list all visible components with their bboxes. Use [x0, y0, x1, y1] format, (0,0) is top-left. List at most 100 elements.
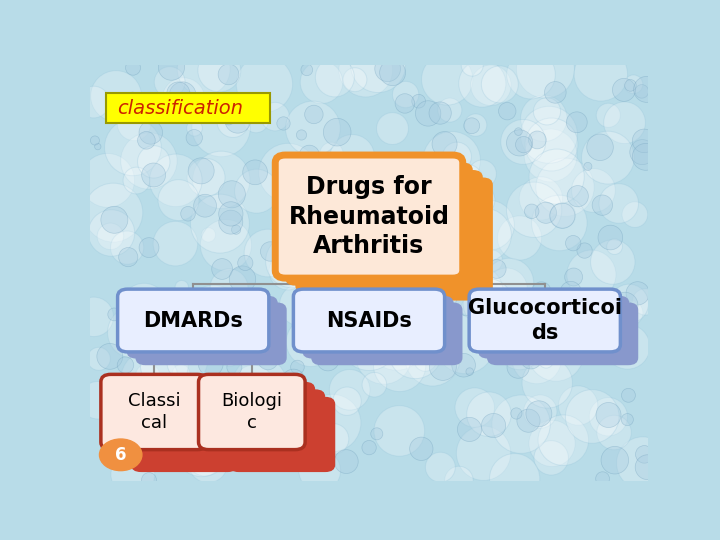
Point: [546, 454, 557, 462]
Text: Drugs for
Rheumatoid
Arthritis: Drugs for Rheumatoid Arthritis: [289, 175, 449, 258]
Point: [104, 352, 115, 361]
Point: [389, 158, 400, 167]
Point: [120, 361, 131, 369]
FancyBboxPatch shape: [469, 289, 621, 352]
Point: [138, 316, 149, 325]
Point: [137, 303, 148, 312]
Point: [483, 410, 495, 418]
Point: [220, 241, 232, 249]
Point: [208, 309, 220, 318]
Text: DMARDs: DMARDs: [143, 310, 243, 330]
Point: [251, 187, 262, 195]
Point: [140, 136, 152, 145]
Point: [394, 427, 405, 435]
Point: [510, 409, 522, 418]
Point: [104, 232, 116, 241]
Point: [198, 65, 210, 73]
FancyBboxPatch shape: [131, 397, 238, 472]
Point: [215, 123, 227, 132]
Point: [466, 122, 477, 130]
Point: [391, 337, 402, 346]
Point: [189, 124, 200, 132]
Point: [640, 152, 652, 161]
Point: [424, 231, 436, 240]
Point: [608, 428, 620, 437]
Point: [435, 463, 446, 471]
Point: [437, 362, 449, 371]
Point: [441, 221, 452, 230]
Point: [485, 81, 497, 90]
Point: [127, 328, 139, 337]
Point: [200, 173, 212, 182]
Point: [546, 140, 557, 149]
Point: [415, 444, 427, 453]
Point: [168, 301, 180, 310]
Point: [173, 196, 184, 205]
Point: [322, 355, 333, 364]
Point: [112, 396, 124, 404]
Point: [380, 318, 392, 326]
FancyBboxPatch shape: [135, 302, 287, 365]
Point: [371, 429, 382, 438]
Point: [518, 140, 529, 149]
Point: [377, 255, 389, 264]
Point: [538, 114, 549, 123]
Point: [442, 185, 454, 194]
Point: [457, 255, 469, 264]
Point: [208, 383, 220, 392]
Point: [307, 124, 319, 133]
Point: [342, 327, 354, 335]
Point: [543, 131, 554, 139]
Point: [262, 355, 274, 364]
Point: [287, 257, 298, 266]
Point: [523, 416, 534, 425]
Point: [378, 352, 390, 361]
Point: [531, 355, 543, 363]
Point: [171, 313, 182, 322]
Point: [251, 116, 262, 124]
FancyBboxPatch shape: [199, 374, 305, 450]
Point: [502, 107, 513, 116]
Point: [618, 118, 630, 127]
Point: [642, 463, 653, 471]
Point: [436, 217, 448, 226]
Point: [215, 176, 227, 184]
FancyBboxPatch shape: [305, 178, 493, 301]
Point: [423, 109, 434, 118]
Point: [127, 143, 139, 152]
Point: [324, 225, 336, 233]
Point: [500, 320, 511, 328]
Point: [257, 409, 269, 417]
Point: [143, 157, 155, 165]
Point: [173, 89, 184, 98]
Point: [545, 151, 557, 160]
Point: [540, 65, 552, 73]
FancyBboxPatch shape: [229, 397, 336, 472]
Point: [335, 320, 346, 328]
Point: [166, 63, 177, 71]
Point: [484, 221, 495, 230]
Point: [618, 85, 630, 94]
Point: [444, 106, 456, 114]
Point: [343, 205, 354, 214]
Point: [248, 423, 259, 432]
Point: [541, 379, 553, 387]
Point: [148, 158, 160, 166]
Point: [500, 340, 512, 348]
Point: [328, 435, 339, 443]
Point: [526, 354, 537, 362]
Point: [478, 449, 490, 457]
Point: [202, 459, 214, 468]
Point: [127, 63, 139, 72]
Point: [619, 301, 631, 309]
Point: [552, 305, 563, 314]
Point: [197, 445, 208, 454]
Point: [341, 457, 352, 466]
Point: [514, 139, 526, 147]
Point: [516, 420, 527, 429]
Point: [582, 162, 593, 171]
Point: [344, 386, 356, 394]
Point: [130, 176, 142, 185]
Point: [128, 119, 140, 128]
Point: [307, 238, 319, 246]
